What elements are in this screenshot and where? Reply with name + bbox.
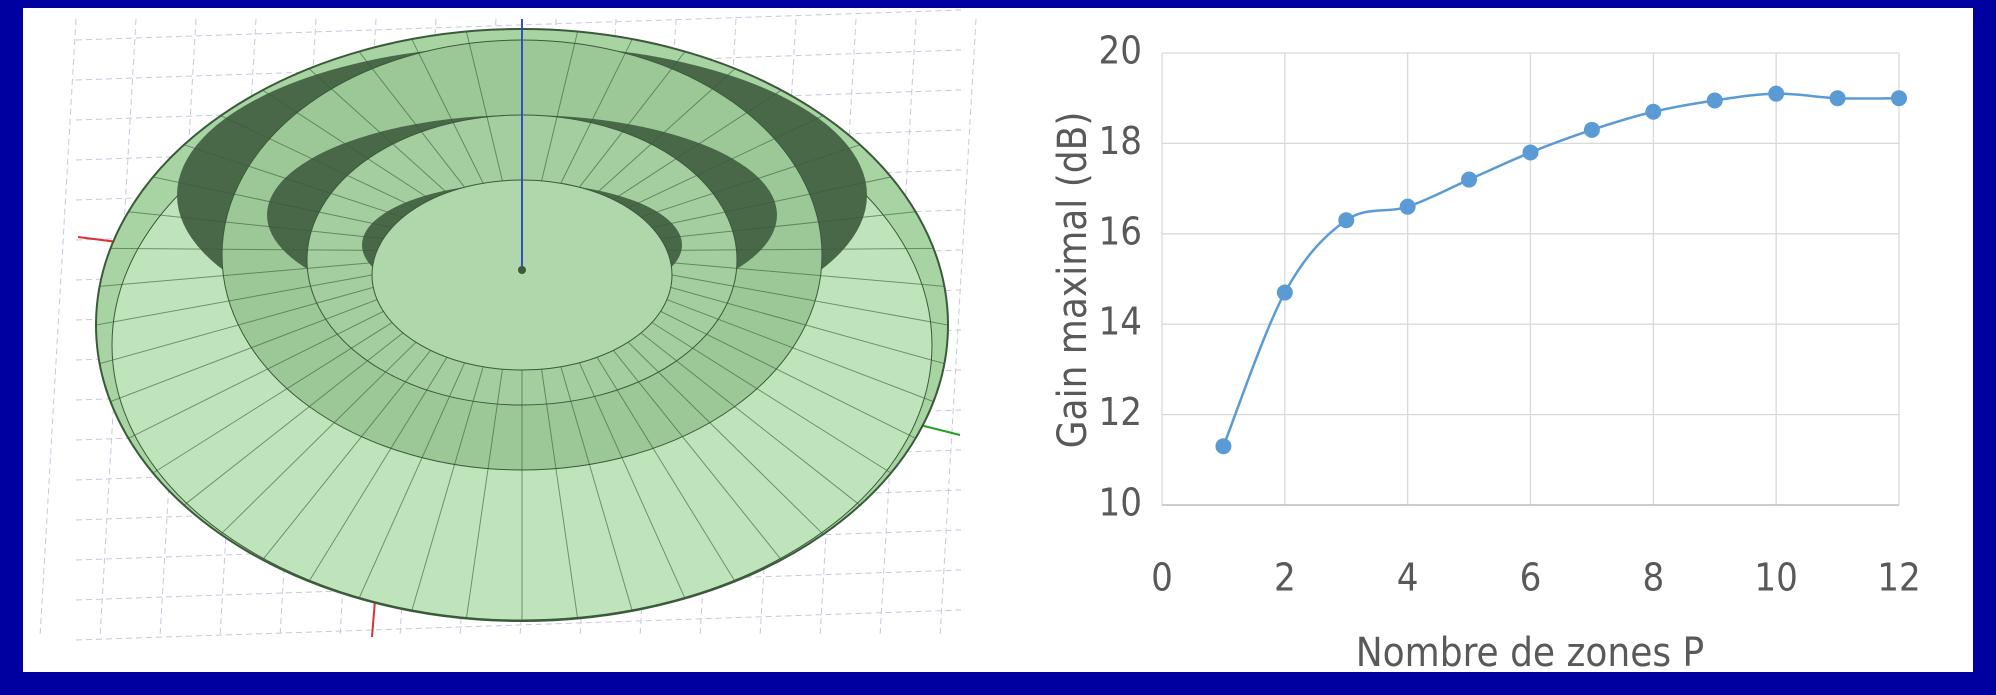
marker (1338, 212, 1354, 228)
x-tick-label: 4 (1397, 556, 1419, 600)
marker (1645, 104, 1661, 120)
x-axis-title: Nombre de zones P (1356, 630, 1704, 676)
x-tick-label: 0 (1151, 556, 1173, 600)
y-tick-label: 12 (1099, 390, 1143, 434)
marker (1215, 438, 1231, 454)
figure: Gain maximal (dB) Nombre de zones P 10 12… (0, 0, 1996, 695)
marker (1400, 199, 1416, 215)
marker (1277, 285, 1293, 301)
x-tick-label: 8 (1642, 556, 1664, 600)
x-tick-label: 2 (1274, 556, 1296, 600)
marker (1768, 86, 1784, 102)
x-tick-label: 6 (1520, 556, 1542, 600)
x-tick-label: 10 (1754, 556, 1798, 600)
y-tick-label: 20 (1099, 29, 1143, 73)
marker (1707, 92, 1723, 108)
marker (1523, 144, 1539, 160)
marker (1830, 90, 1846, 106)
marker (1461, 172, 1477, 188)
y-tick-label: 16 (1099, 209, 1143, 253)
marker (1891, 90, 1907, 106)
y-axis-title: Gain maximal (dB) (1050, 112, 1096, 449)
y-tick-label: 14 (1099, 300, 1143, 344)
y-tick-label: 10 (1099, 481, 1143, 525)
screenshot: Gain maximal (dB) Nombre de zones P 10 12… (0, 0, 1996, 695)
y-tick-label: 18 (1099, 119, 1143, 163)
x-tick-label: 12 (1877, 556, 1921, 600)
marker (1584, 122, 1600, 138)
